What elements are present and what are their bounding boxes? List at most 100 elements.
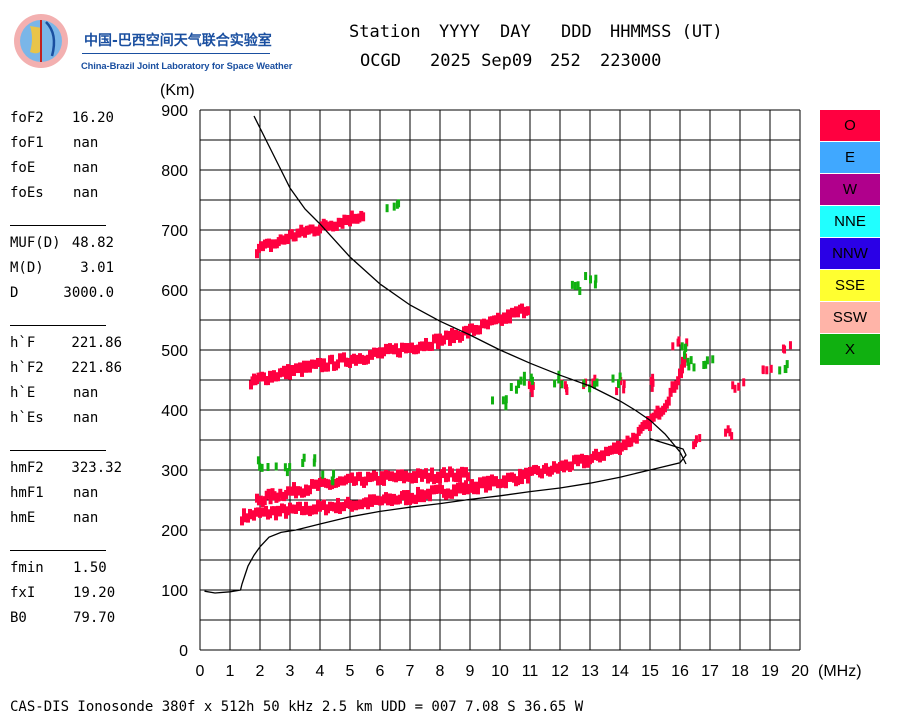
echo-point-x [332, 469, 336, 478]
echo-point-o [526, 474, 530, 484]
echo-point-x [285, 468, 289, 477]
param-hme-label: hmE [10, 510, 36, 526]
echo-point-x [618, 372, 622, 381]
echo-point-x [288, 463, 292, 472]
echo-point-o [436, 340, 440, 350]
echo-point-x [570, 280, 574, 289]
param-hf2-value: 221.86 [71, 360, 122, 376]
echo-point-x [595, 378, 599, 387]
legend-item-ssw: SSW [820, 302, 880, 333]
echo-point-o [769, 364, 773, 373]
echo-point-o [666, 396, 671, 406]
param-d-value: 3000.0 [63, 285, 114, 301]
echo-point-o [616, 440, 620, 450]
echo-point-o [292, 482, 296, 492]
x-tick-label: 1 [226, 663, 235, 680]
echo-point-o [340, 219, 345, 229]
echo-point-o [646, 416, 651, 426]
x-tick-label: 17 [701, 663, 719, 680]
header-ddd-label: DDD [561, 22, 592, 42]
echo-point-o [268, 495, 273, 505]
echo-point-o [284, 370, 288, 380]
echo-point-x [705, 356, 709, 365]
echo-point-o [364, 476, 368, 486]
echo-point-o [448, 336, 452, 346]
echo-point-o [676, 338, 680, 347]
echo-point-o [414, 474, 418, 484]
echo-point-o [330, 354, 334, 364]
legend-label: X [844, 341, 855, 358]
echo-point-o [466, 472, 470, 482]
echo-point-x [522, 377, 526, 386]
x-tick-label: 16 [671, 663, 689, 680]
echo-point-x [553, 379, 557, 388]
echo-point-o [629, 437, 634, 447]
echo-point-o [264, 505, 268, 515]
x-tick-label: 4 [316, 663, 325, 680]
echo-point-o [781, 344, 785, 353]
echo-point-x [702, 361, 706, 370]
legend-item-w: W [820, 174, 880, 205]
echo-point-o [518, 468, 522, 478]
echo-point-o [694, 435, 698, 444]
echo-point-o [266, 376, 270, 386]
x-tick-label: 20 [791, 663, 809, 680]
x-tick-label: 7 [406, 663, 415, 680]
echo-point-o [508, 314, 512, 324]
echo-point-o [320, 363, 324, 373]
echo-point-o [361, 212, 366, 222]
param-fmin-label: fmin [10, 560, 44, 576]
echo-point-o [540, 469, 544, 479]
echo-point-o [524, 467, 528, 477]
echo-point-o [476, 485, 480, 495]
header-time-value: 223000 [600, 51, 662, 71]
echo-point-x [395, 200, 399, 209]
param-separator [10, 325, 106, 326]
echo-point-o [726, 425, 730, 434]
param-foe-value: nan [73, 160, 99, 176]
echo-point-o [358, 471, 362, 481]
x-tick-label: 12 [551, 663, 569, 680]
echo-point-o [622, 385, 626, 394]
echo-point-o [679, 369, 683, 379]
y-tick-label: 800 [161, 163, 188, 180]
echo-point-x [687, 362, 691, 371]
param-md-label: M(D) [10, 260, 44, 276]
echo-point-x [392, 202, 396, 211]
param-separator [10, 550, 106, 551]
echo-point-o [765, 366, 769, 375]
echo-point-o [682, 358, 686, 368]
echo-point-o [274, 511, 278, 521]
echo-point-o [468, 483, 472, 493]
param-muf-value: 48.82 [71, 235, 114, 251]
echo-point-x [519, 376, 523, 385]
echo-point-o [348, 217, 352, 227]
echo-point-x [584, 272, 588, 281]
echo-point-o [394, 343, 398, 353]
y-tick-label: 700 [161, 223, 188, 240]
legend-label: NNE [834, 213, 866, 230]
echo-point-o [516, 476, 520, 486]
param-hes-value: nan [73, 410, 99, 426]
echo-point-o [336, 359, 340, 369]
echo-point-o [570, 461, 574, 471]
echo-point-o [300, 367, 304, 377]
legend-label: SSW [832, 309, 868, 326]
echo-point-o [529, 384, 533, 393]
param-hmf2-value: 323.32 [71, 460, 122, 476]
echo-point-o [655, 405, 660, 415]
echo-point-o [434, 333, 438, 343]
param-b0-value: 79.70 [73, 610, 116, 626]
echo-point-o [676, 376, 681, 386]
echo-point-o [651, 373, 655, 382]
echo-point-o [486, 475, 490, 485]
y-axis-label: (Km) [160, 82, 195, 99]
echo-point-o [366, 500, 370, 510]
lab-logo: 中国-巴西空间天气联合实验室 China-Brazil Joint Labora… [12, 12, 292, 71]
x-axis-label: (MHz) [818, 663, 862, 680]
param-fof1-value: nan [73, 135, 99, 151]
param-separator [10, 450, 106, 451]
echo-point-x [302, 453, 306, 462]
echo-point-x [573, 281, 577, 290]
